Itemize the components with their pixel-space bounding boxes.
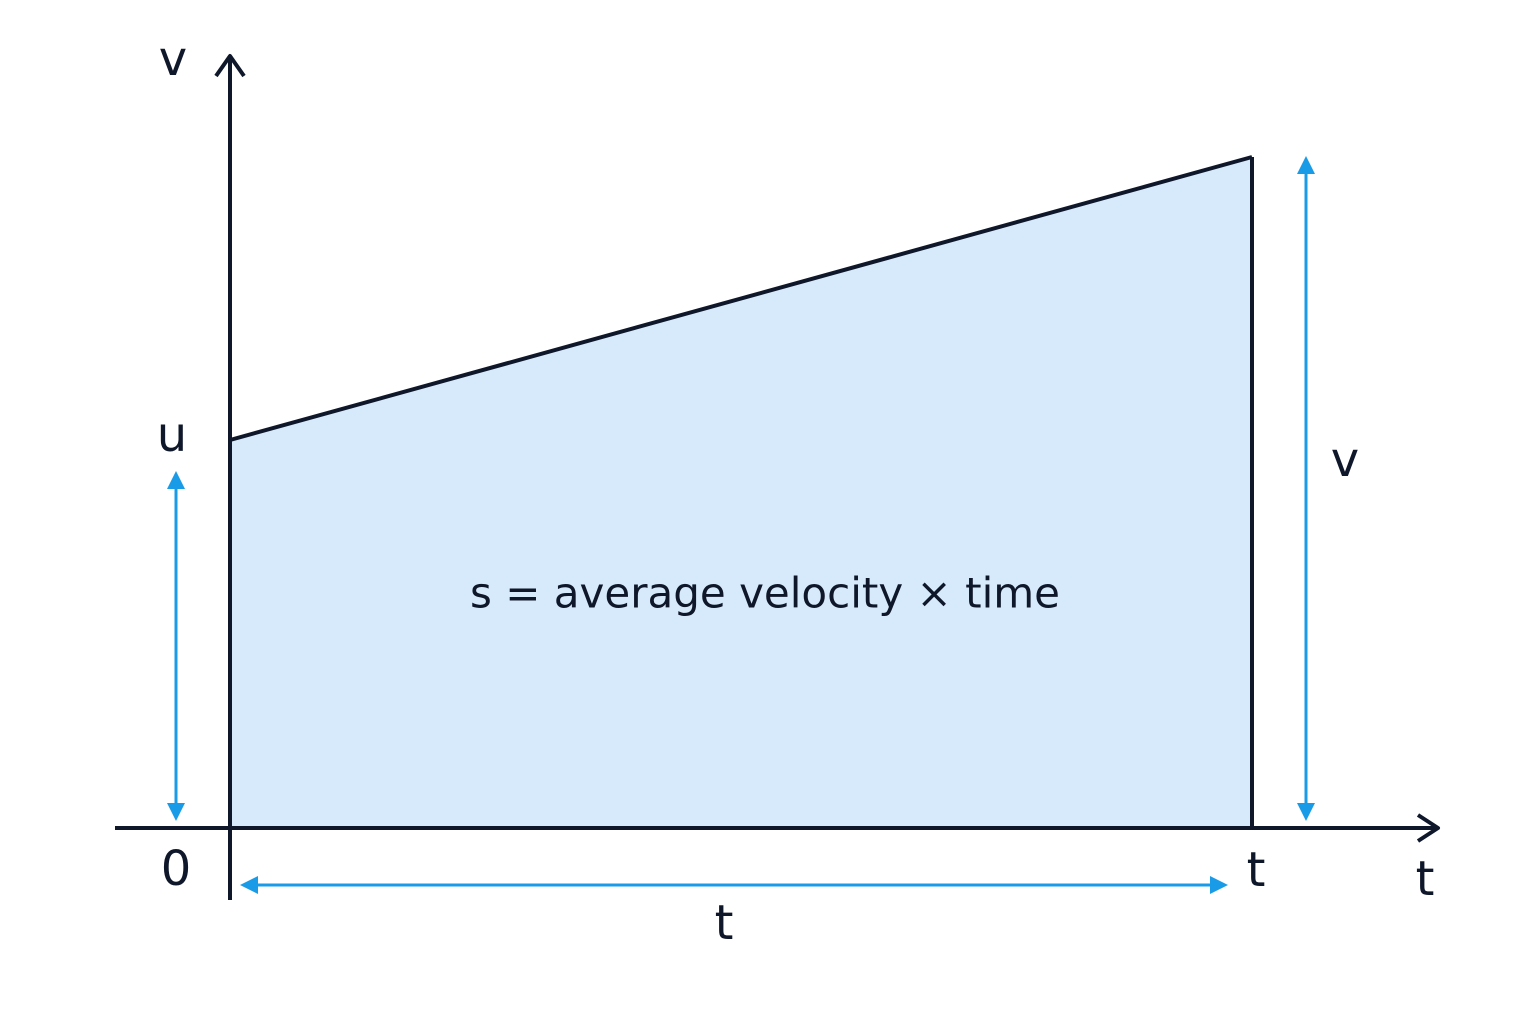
final-velocity-label: v: [1331, 432, 1359, 488]
formula: s = average velocity × time: [470, 569, 1060, 618]
velocity-line: [229, 155, 1253, 442]
u-label: u: [157, 407, 187, 463]
x-axis-arrow: [1416, 813, 1440, 843]
area: [230, 157, 1252, 828]
y-axis-label: v: [159, 31, 187, 87]
y-axis-arrow: [214, 54, 246, 78]
duration-label: t: [715, 895, 734, 951]
x-axis-label: t: [1416, 851, 1435, 907]
origin-label: 0: [161, 841, 192, 897]
end-time-label: t: [1247, 842, 1266, 898]
